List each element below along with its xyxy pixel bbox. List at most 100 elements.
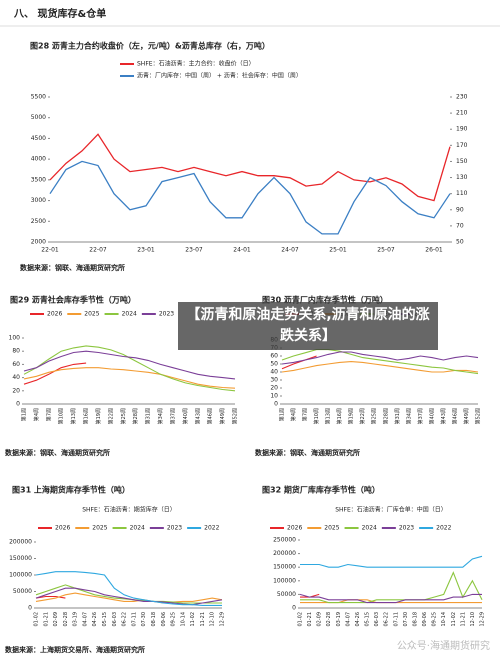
- x-tick-label: 第22周: [359, 408, 366, 424]
- y2-tick-label: 150: [456, 158, 468, 165]
- y2-tick-label: 190: [456, 126, 468, 133]
- x-tick-label: 07-30: [403, 612, 409, 627]
- series-line: [281, 355, 317, 370]
- y-tick-label: 0: [16, 401, 20, 408]
- x-tick-label: 第40周: [182, 408, 189, 424]
- y-tick-label: 4000: [31, 156, 46, 163]
- x-tick-label: 02-28: [326, 612, 332, 627]
- x-tick-label: 25-01: [329, 247, 347, 254]
- overlay-title: 【沥青和原油走势关系,沥青和原油的涨跌关系】: [178, 302, 438, 350]
- x-tick-label: 11-02: [190, 612, 196, 627]
- y2-tick-label: 70: [456, 222, 464, 229]
- series-line: [35, 584, 222, 604]
- y-tick-label: 50000: [13, 588, 32, 595]
- x-tick-label: 08-18: [412, 612, 418, 627]
- y-tick-label: 10: [270, 393, 278, 400]
- x-tick-label: 02-09: [317, 612, 323, 627]
- series-line: [23, 362, 87, 385]
- x-tick-label: 26-01: [425, 247, 443, 254]
- chart-title: 图30 沥青厂内库存季节性（万吨）: [262, 295, 388, 305]
- chart-subtitle: SHFE：石油沥青：期货库存（日）: [82, 506, 176, 514]
- x-tick-label: 第43周: [194, 408, 201, 424]
- x-tick-label: 06-03: [374, 612, 380, 627]
- x-tick-label: 09-06: [161, 612, 167, 627]
- x-tick-label: 第25周: [371, 408, 378, 424]
- y-tick-label: 3000: [31, 197, 46, 204]
- y-tick-label: 80: [12, 348, 20, 355]
- y-tick-label: 100: [9, 335, 21, 342]
- legend-label: 2026: [55, 525, 70, 532]
- x-tick-label: 02-09: [53, 612, 59, 627]
- x-tick-label: 第25周: [120, 408, 127, 424]
- y-tick-label: 50: [270, 361, 278, 368]
- x-tick-label: 22-07: [89, 247, 107, 254]
- series-line: [281, 351, 479, 365]
- chart-title: 图28 沥青主力合约收盘价（左，元/吨）&沥青总库存（右，万吨）: [30, 41, 270, 51]
- x-tick-label: 第1周: [279, 408, 286, 421]
- legend-label: 2024: [122, 311, 137, 318]
- y-tick-label: 100000: [9, 572, 32, 579]
- x-tick-label: 11-21: [200, 612, 206, 627]
- x-tick-label: 11-21: [460, 612, 466, 627]
- x-tick-label: 第28周: [132, 408, 139, 424]
- x-tick-label: 07-30: [141, 612, 147, 627]
- series-line: [35, 595, 66, 599]
- y-tick-label: 150000: [9, 555, 32, 562]
- x-tick-label: 第37周: [169, 408, 176, 424]
- y-tick-label: 50000: [277, 591, 296, 598]
- series-line: [281, 349, 479, 375]
- x-tick-label: 09-25: [171, 612, 177, 627]
- x-tick-label: 12-29: [220, 612, 226, 627]
- series-line: [281, 361, 479, 373]
- x-tick-label: 23-01: [137, 247, 155, 254]
- y2-tick-label: 170: [456, 142, 468, 149]
- section-heading: 八、 现货库存&仓单: [13, 7, 106, 20]
- y-tick-label: 2500: [31, 218, 46, 225]
- x-tick-label: 第34周: [405, 408, 412, 424]
- x-tick-label: 第37周: [417, 408, 424, 424]
- x-tick-label: 12-29: [480, 612, 486, 627]
- series-line: [300, 555, 483, 568]
- x-tick-label: 11-02: [451, 612, 457, 627]
- x-tick-label: 第1周: [21, 408, 28, 421]
- x-tick-label: 第52周: [232, 408, 239, 424]
- legend-label: 2026: [287, 525, 302, 532]
- x-tick-label: 09-06: [422, 612, 428, 627]
- y-tick-label: 150000: [273, 564, 296, 571]
- x-tick-label: 07-11: [393, 612, 399, 627]
- legend-label: 沥青：厂内库存：中国（周） + 沥青：社会库存：中国（周）: [137, 72, 302, 80]
- chart-source: 数据来源：钢联、海通期货研究所: [20, 263, 125, 272]
- x-tick-label: 04-26: [355, 612, 361, 627]
- x-tick-label: 第16周: [336, 408, 343, 424]
- y-tick-label: 0: [274, 401, 278, 408]
- x-tick-label: 01-02: [298, 612, 304, 627]
- x-tick-label: 第7周: [45, 408, 52, 421]
- x-tick-label: 05-15: [102, 612, 108, 627]
- x-tick-label: 第10周: [58, 408, 65, 424]
- y-tick-label: 60: [12, 361, 20, 368]
- series-line: [300, 571, 483, 604]
- series-line: [49, 133, 451, 202]
- x-tick-label: 第4周: [290, 408, 297, 421]
- chart-source: 数据来源：钢联、海通期货研究所: [5, 448, 110, 457]
- y-tick-label: 20: [12, 387, 20, 394]
- y-tick-label: 0: [292, 605, 296, 612]
- x-tick-label: 第43周: [440, 408, 447, 424]
- x-tick-label: 第46周: [207, 408, 214, 424]
- x-tick-label: 02-28: [63, 612, 69, 627]
- y-tick-label: 40: [270, 369, 278, 376]
- x-tick-label: 12-10: [210, 612, 216, 627]
- x-tick-label: 04-07: [345, 612, 351, 627]
- x-tick-label: 第19周: [95, 408, 102, 424]
- y-tick-label: 3500: [31, 176, 46, 183]
- x-tick-label: 06-22: [122, 612, 128, 627]
- series-line: [49, 160, 451, 235]
- chart-title: 图32 期货厂库库存季节性（吨）: [262, 485, 380, 495]
- x-tick-label: 24-01: [233, 247, 251, 254]
- x-tick-label: 第22周: [107, 408, 114, 424]
- x-tick-label: 08-18: [151, 612, 157, 627]
- y-tick-label: 250000: [273, 537, 296, 544]
- legend-label: 2022: [436, 525, 451, 532]
